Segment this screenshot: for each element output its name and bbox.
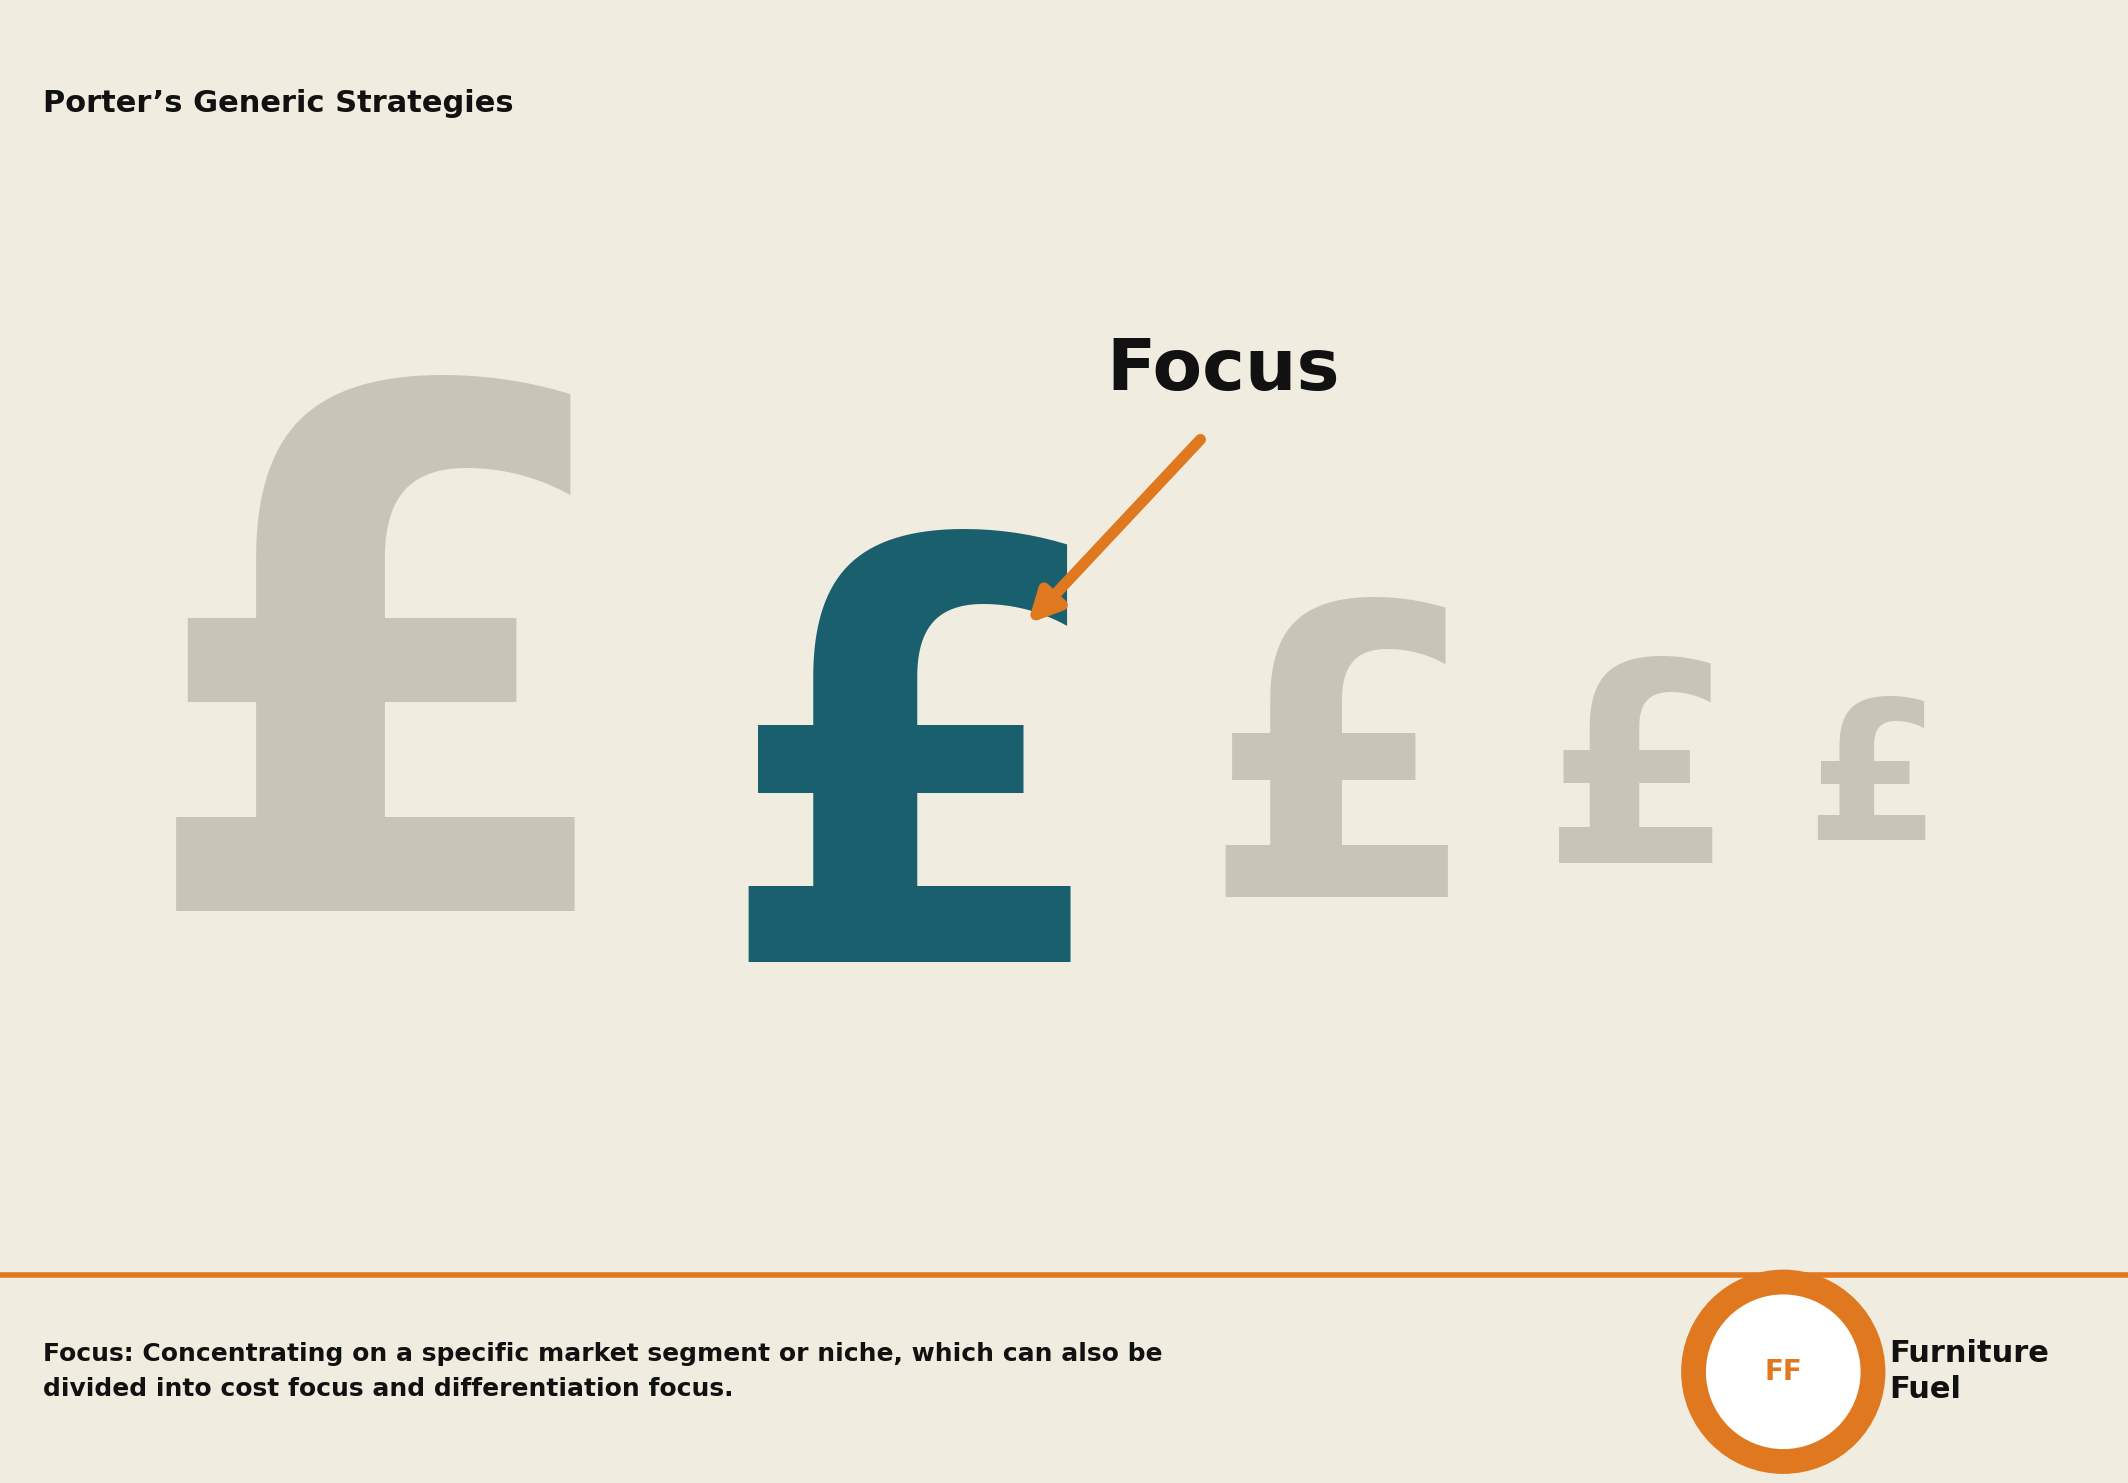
Text: £: £ [1805, 693, 1941, 879]
Text: £: £ [713, 519, 1117, 1083]
Ellipse shape [1681, 1269, 1885, 1474]
Text: Furniture
Fuel: Furniture Fuel [1890, 1339, 2049, 1404]
Text: £: £ [1543, 651, 1734, 921]
Text: Porter’s Generic Strategies: Porter’s Generic Strategies [43, 89, 513, 119]
Ellipse shape [1705, 1293, 1862, 1450]
Text: £: £ [132, 363, 634, 1060]
Text: FF: FF [1764, 1358, 1802, 1385]
Text: Focus: Focus [1107, 337, 1341, 405]
Text: £: £ [1200, 590, 1481, 982]
Text: Focus: Concentrating on a specific market segment or niche, which can also be
di: Focus: Concentrating on a specific marke… [43, 1342, 1162, 1401]
